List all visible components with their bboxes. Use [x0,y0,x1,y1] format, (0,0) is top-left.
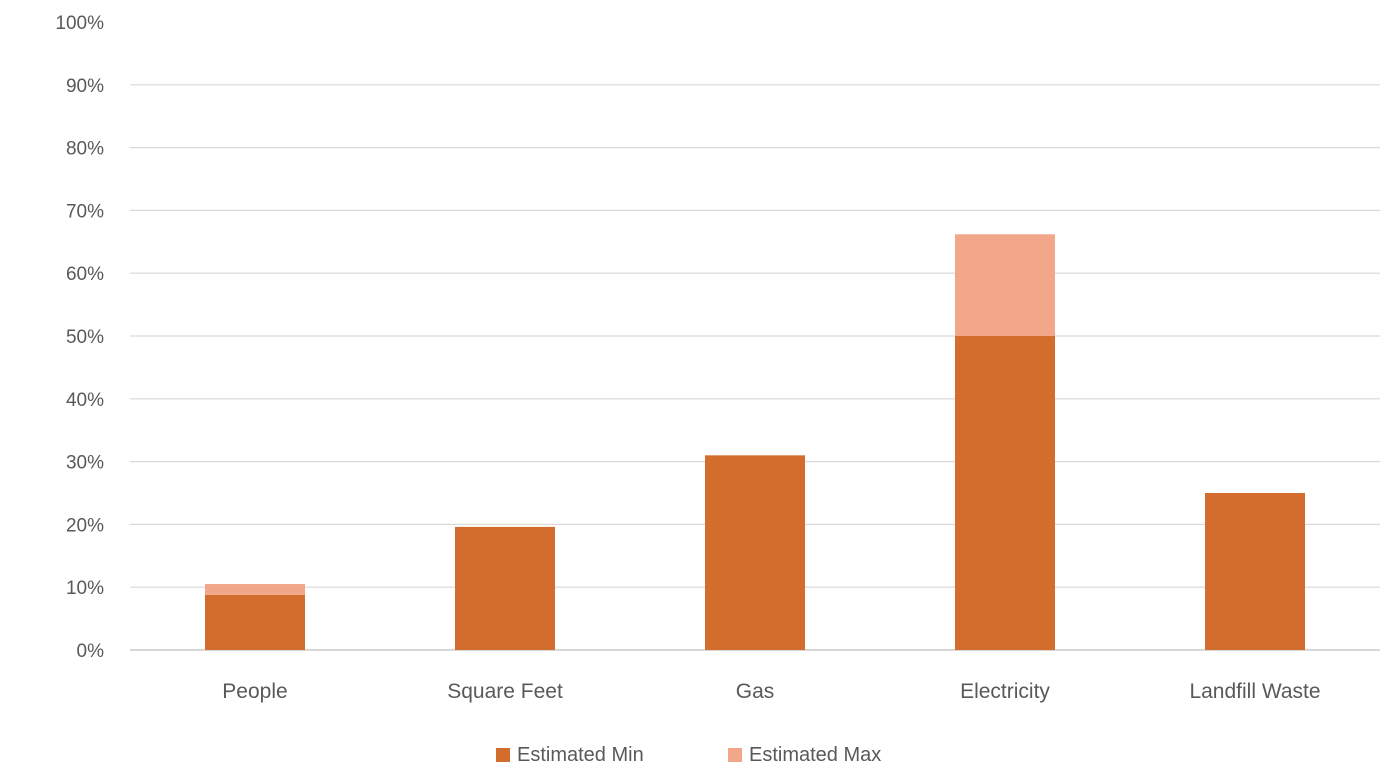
y-tick-label: 40% [66,390,104,411]
y-tick-label: 80% [66,139,104,160]
y-tick-label: 90% [66,76,104,97]
bar-estimated-min [455,526,555,650]
legend-label-estimated-min: Estimated Min [517,744,644,766]
x-tick-label: People [222,680,287,703]
x-tick-label: Square Feet [447,680,563,703]
legend: Estimated Min Estimated Max [496,744,881,766]
y-tick-label: 50% [66,327,104,348]
bar-estimated-max [955,234,1055,336]
bar-estimated-min [955,336,1055,650]
y-axis-ticks: 0% 10% 20% 30% 40% 50% 60% 70% 80% 90% 100% [55,13,104,662]
bars [205,234,1305,650]
x-axis: People Square Feet Gas Electricity Landfill … [222,680,1320,703]
y-tick-label: 100% [55,13,104,34]
bar-estimated-min [205,594,305,650]
y-tick-label: 30% [66,453,104,474]
y-tick-label: 0% [77,641,105,662]
bar-estimated-max [205,584,305,595]
y-tick-label: 60% [66,264,104,285]
bar-estimated-min [705,455,805,650]
gridlines [130,84,1380,651]
legend-swatch-estimated-min [496,748,510,762]
x-tick-label: Gas [736,680,775,703]
y-tick-label: 20% [66,515,104,536]
y-tick-label: 70% [66,201,104,222]
y-tick-label: 10% [66,578,104,599]
legend-swatch-estimated-max [728,748,742,762]
x-tick-label: Electricity [960,680,1050,703]
bar-estimated-min [1205,493,1305,650]
legend-label-estimated-max: Estimated Max [749,744,881,766]
x-tick-label: Landfill Waste [1189,680,1320,703]
